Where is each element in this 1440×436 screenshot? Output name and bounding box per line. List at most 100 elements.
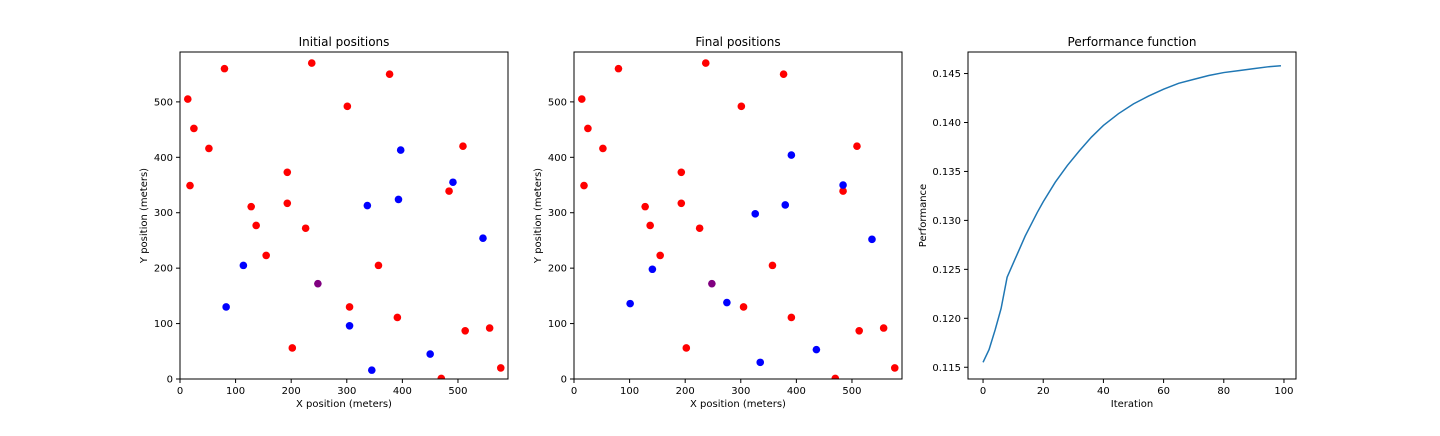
scatter-point: [247, 202, 255, 211]
scatter-point: [812, 345, 821, 354]
scatter-point: [723, 298, 731, 307]
x-tick-label: 300: [731, 386, 750, 397]
y-tick-label: 0: [167, 375, 173, 386]
scatter-point: [648, 265, 657, 274]
scatter-point: [252, 221, 260, 230]
scatter-point: [577, 95, 586, 103]
scatter-point: [656, 251, 664, 260]
scatter-point: [879, 324, 888, 332]
y-axis-label: Y position (meters): [533, 168, 544, 264]
scatter-point: [599, 144, 607, 153]
scatter-point: [183, 95, 192, 103]
plot-area: [577, 59, 899, 379]
scatter-point: [186, 181, 194, 190]
scatter-point: [363, 201, 372, 210]
scatter-point: [646, 221, 654, 230]
x-axis-label: X position (meters): [690, 399, 786, 410]
x-tick-label: 500: [842, 386, 861, 397]
y-axis-label: Performance: [918, 184, 929, 247]
x-tick-label: 500: [448, 386, 467, 397]
scatter-point: [459, 142, 467, 151]
scatter-point: [682, 344, 691, 352]
axes-frame: [179, 51, 509, 380]
x-tick-label: 100: [620, 386, 639, 397]
x-tick-label: 400: [787, 386, 806, 397]
x-tick-label: 0: [177, 386, 183, 397]
y-tick-label: 200: [548, 264, 567, 275]
x-axis-label: Iteration: [1111, 399, 1153, 410]
scatter-point: [449, 178, 457, 187]
y-tick-label: 400: [154, 153, 173, 164]
scatter-point: [626, 299, 634, 308]
x-tick-label: 200: [282, 386, 301, 397]
y-tick-label: 300: [154, 208, 173, 219]
scatter-point: [367, 366, 376, 374]
x-tick-label: 300: [337, 386, 356, 397]
scatter-point: [739, 303, 748, 311]
chart-panel-3: Performance function 0 20 40 60 80 100 0.115 0.1…: [918, 35, 1297, 410]
scatter-point: [485, 324, 494, 332]
plot-area: [183, 59, 505, 379]
scatter-point: [756, 358, 765, 367]
scatter-point: [781, 201, 790, 209]
scatter-point: [426, 350, 434, 358]
performance-line: [982, 64, 1282, 363]
x-tick-label: 400: [393, 386, 412, 397]
y-tick-label: 0.120: [932, 314, 961, 325]
y-tick-label: 0.115: [932, 363, 961, 374]
scatter-point: [374, 261, 383, 270]
chart-panel-2: Final positions 0 100 200 300 400 500 0 100 200 30…: [533, 35, 903, 410]
chart-title: Final positions: [695, 35, 780, 49]
scatter-point: [479, 234, 487, 243]
scatter-point: [677, 168, 686, 177]
scatter-point: [461, 326, 469, 335]
scatter-point: [701, 59, 710, 67]
y-tick-label: 500: [548, 97, 567, 108]
scatter-point: [205, 144, 213, 153]
scatter-point: [220, 64, 229, 73]
scatter-point: [437, 374, 446, 379]
scatter-point: [496, 364, 505, 372]
scatter-point: [890, 364, 899, 372]
scatter-point: [222, 303, 230, 311]
scatter-point: [385, 70, 394, 78]
scatter-point: [580, 181, 588, 190]
x-tick-label: 0: [571, 386, 577, 397]
scatter-point: [831, 374, 840, 379]
axes-frame: [573, 51, 903, 380]
y-tick-label: 0.125: [932, 265, 961, 276]
y-tick-label: 0.140: [932, 118, 961, 129]
scatter-point: [787, 313, 796, 322]
scatter-point: [288, 344, 297, 352]
scatter-point: [394, 195, 403, 204]
scatter-point: [301, 224, 310, 233]
scatter-point: [345, 321, 354, 330]
scatter-point: [708, 279, 716, 288]
y-tick-label: 100: [154, 319, 173, 330]
scatter-point: [839, 187, 847, 195]
scatter-point: [190, 124, 198, 133]
x-axis-label: X position (meters): [296, 399, 392, 410]
y-tick-label: 300: [548, 208, 567, 219]
y-axis-label: Y position (meters): [139, 168, 150, 264]
scatter-point: [445, 187, 453, 195]
x-tick-label: 60: [1157, 386, 1170, 397]
plot-area: [982, 64, 1282, 363]
scatter-point: [641, 202, 649, 211]
x-tick-label: 100: [226, 386, 245, 397]
y-tick-label: 500: [154, 97, 173, 108]
scatter-point: [737, 102, 746, 111]
axes-frame: [967, 51, 1297, 380]
x-tick-label: 0: [980, 386, 986, 397]
scatter-point: [868, 235, 876, 244]
scatter-point: [283, 199, 292, 208]
scatter-point: [751, 210, 760, 218]
scatter-point: [343, 102, 352, 111]
scatter-point: [779, 70, 788, 78]
scatter-point: [393, 313, 402, 322]
scatter-point: [283, 168, 292, 177]
y-tick-label: 0: [561, 375, 567, 386]
y-tick-label: 400: [548, 153, 567, 164]
